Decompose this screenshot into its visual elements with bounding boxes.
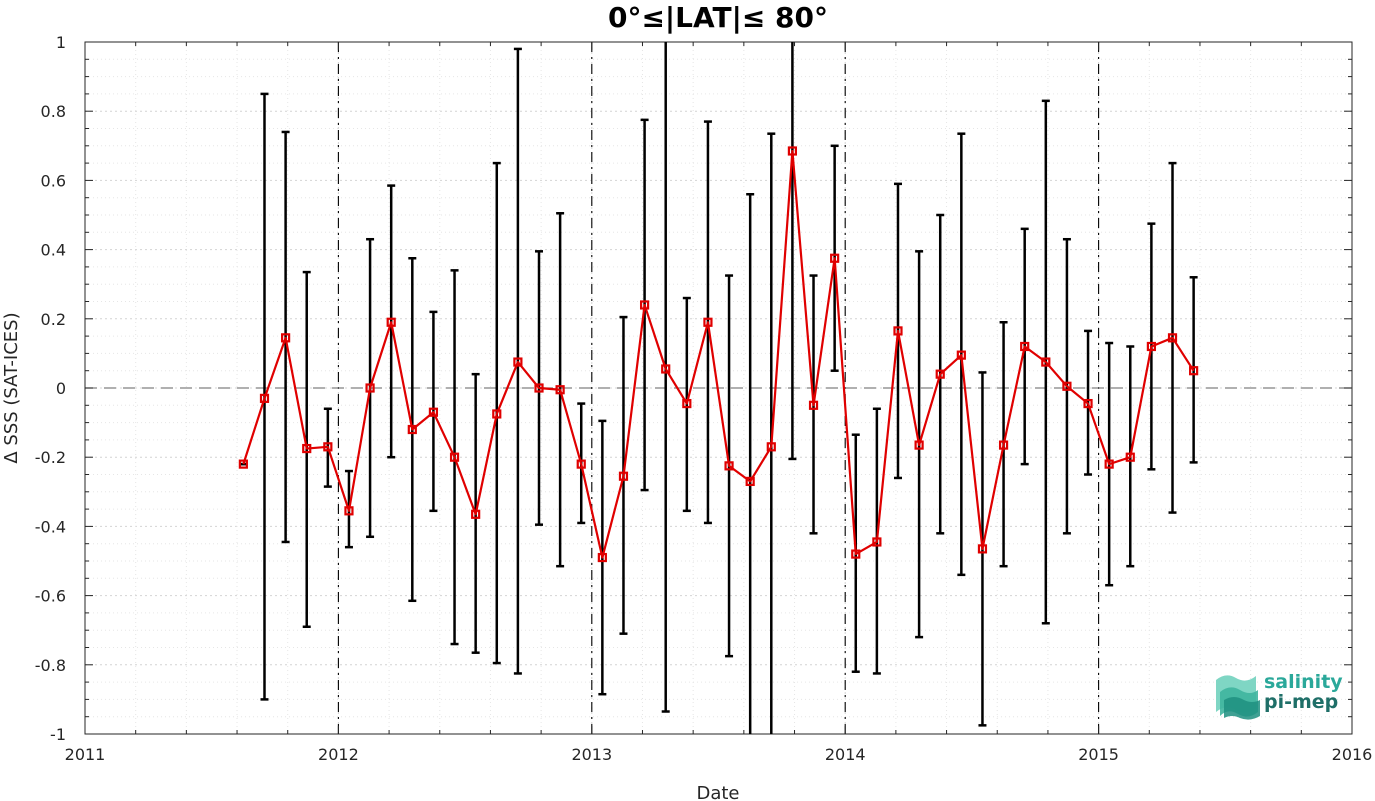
data-point-marker	[238, 459, 248, 469]
data-point-marker	[1125, 452, 1135, 462]
data-point-marker	[344, 506, 354, 516]
y-tick-label: 0	[56, 379, 66, 398]
chart-title: 0°≤|LAT|≤ 80°	[608, 1, 828, 34]
data-point-marker	[1167, 333, 1178, 343]
data-point-marker	[1189, 366, 1199, 376]
data-point-marker	[830, 253, 840, 263]
data-point-marker	[872, 537, 882, 547]
x-tick-label: 2011	[65, 745, 106, 764]
x-tick-label: 2012	[318, 745, 359, 764]
data-point-marker	[766, 442, 776, 452]
data-point-marker	[745, 476, 755, 487]
y-tick-label: -0.4	[35, 517, 66, 536]
data-point-marker	[851, 549, 861, 559]
y-tick-label: 0.8	[41, 102, 66, 121]
y-tick-label: -0.8	[35, 656, 66, 675]
data-point-marker	[639, 300, 650, 310]
x-axis-label: Date	[696, 783, 739, 801]
data-point-marker	[302, 443, 312, 454]
data-point-marker	[661, 364, 671, 374]
data-point-marker	[703, 317, 713, 327]
x-tick-label: 2013	[571, 745, 612, 764]
data-point-marker	[534, 383, 544, 393]
x-tick-label: 2016	[1332, 745, 1373, 764]
series-markers	[238, 146, 1199, 563]
data-point-marker	[787, 146, 798, 156]
data-point-marker	[259, 393, 270, 403]
data-point-marker	[449, 452, 460, 462]
y-tick-label: -0.6	[35, 587, 66, 606]
salinity-pi-mep-logo: salinity pi-mep	[1216, 671, 1343, 720]
y-tick-label: -0.2	[35, 448, 66, 467]
axis-ticks	[84, 41, 1353, 735]
data-point-marker	[428, 407, 439, 417]
x-tick-label: 2015	[1078, 745, 1119, 764]
data-point-marker	[1146, 341, 1156, 352]
data-point-marker	[365, 383, 375, 393]
data-point-marker	[576, 459, 586, 469]
y-axis-label: Δ SSS (SAT-ICES)	[1, 312, 22, 463]
y-tick-label: 0.6	[41, 171, 66, 190]
data-point-marker	[977, 544, 988, 554]
y-tick-label: -1	[50, 725, 66, 744]
data-point-marker	[597, 552, 607, 563]
logo-text-pi-mep: pi-mep	[1264, 691, 1338, 713]
data-point-marker	[471, 509, 481, 519]
x-tick-label: 2014	[825, 745, 866, 764]
data-point-marker	[998, 440, 1009, 450]
data-point-marker	[492, 409, 502, 419]
data-point-marker	[808, 400, 819, 410]
data-point-marker	[682, 398, 692, 409]
data-point-marker	[1083, 398, 1093, 409]
y-tick-label: 0.4	[41, 241, 66, 260]
data-point-marker	[1062, 381, 1072, 391]
data-point-marker	[386, 317, 396, 327]
data-point-marker	[1041, 357, 1051, 367]
data-point-marker	[281, 333, 291, 343]
data-point-marker	[555, 385, 565, 395]
data-point-marker	[513, 357, 523, 367]
data-point-marker	[407, 424, 417, 435]
x-tick-labels: 2011 2012 2013 2014 2015 2016	[65, 745, 1373, 764]
data-point-marker	[956, 350, 966, 360]
data-point-marker	[618, 471, 629, 481]
data-point-marker	[1020, 341, 1030, 352]
y-tick-label: 1	[56, 33, 66, 52]
logo-text-salinity: salinity	[1264, 671, 1343, 693]
wave-logo-icon	[1216, 675, 1260, 720]
y-tick-labels: 1 0.8 0.6 0.4 0.2 0 -0.2 -0.4 -0.6 -0.8 -1	[35, 33, 66, 744]
series-line	[242, 149, 1195, 559]
data-point-marker	[1104, 459, 1114, 469]
data-point-marker	[323, 442, 333, 452]
data-point-marker	[935, 369, 945, 379]
data-point-marker	[914, 440, 924, 450]
data-point-marker	[893, 326, 903, 336]
data-point-marker	[724, 461, 734, 471]
y-tick-label: 0.2	[41, 310, 66, 329]
